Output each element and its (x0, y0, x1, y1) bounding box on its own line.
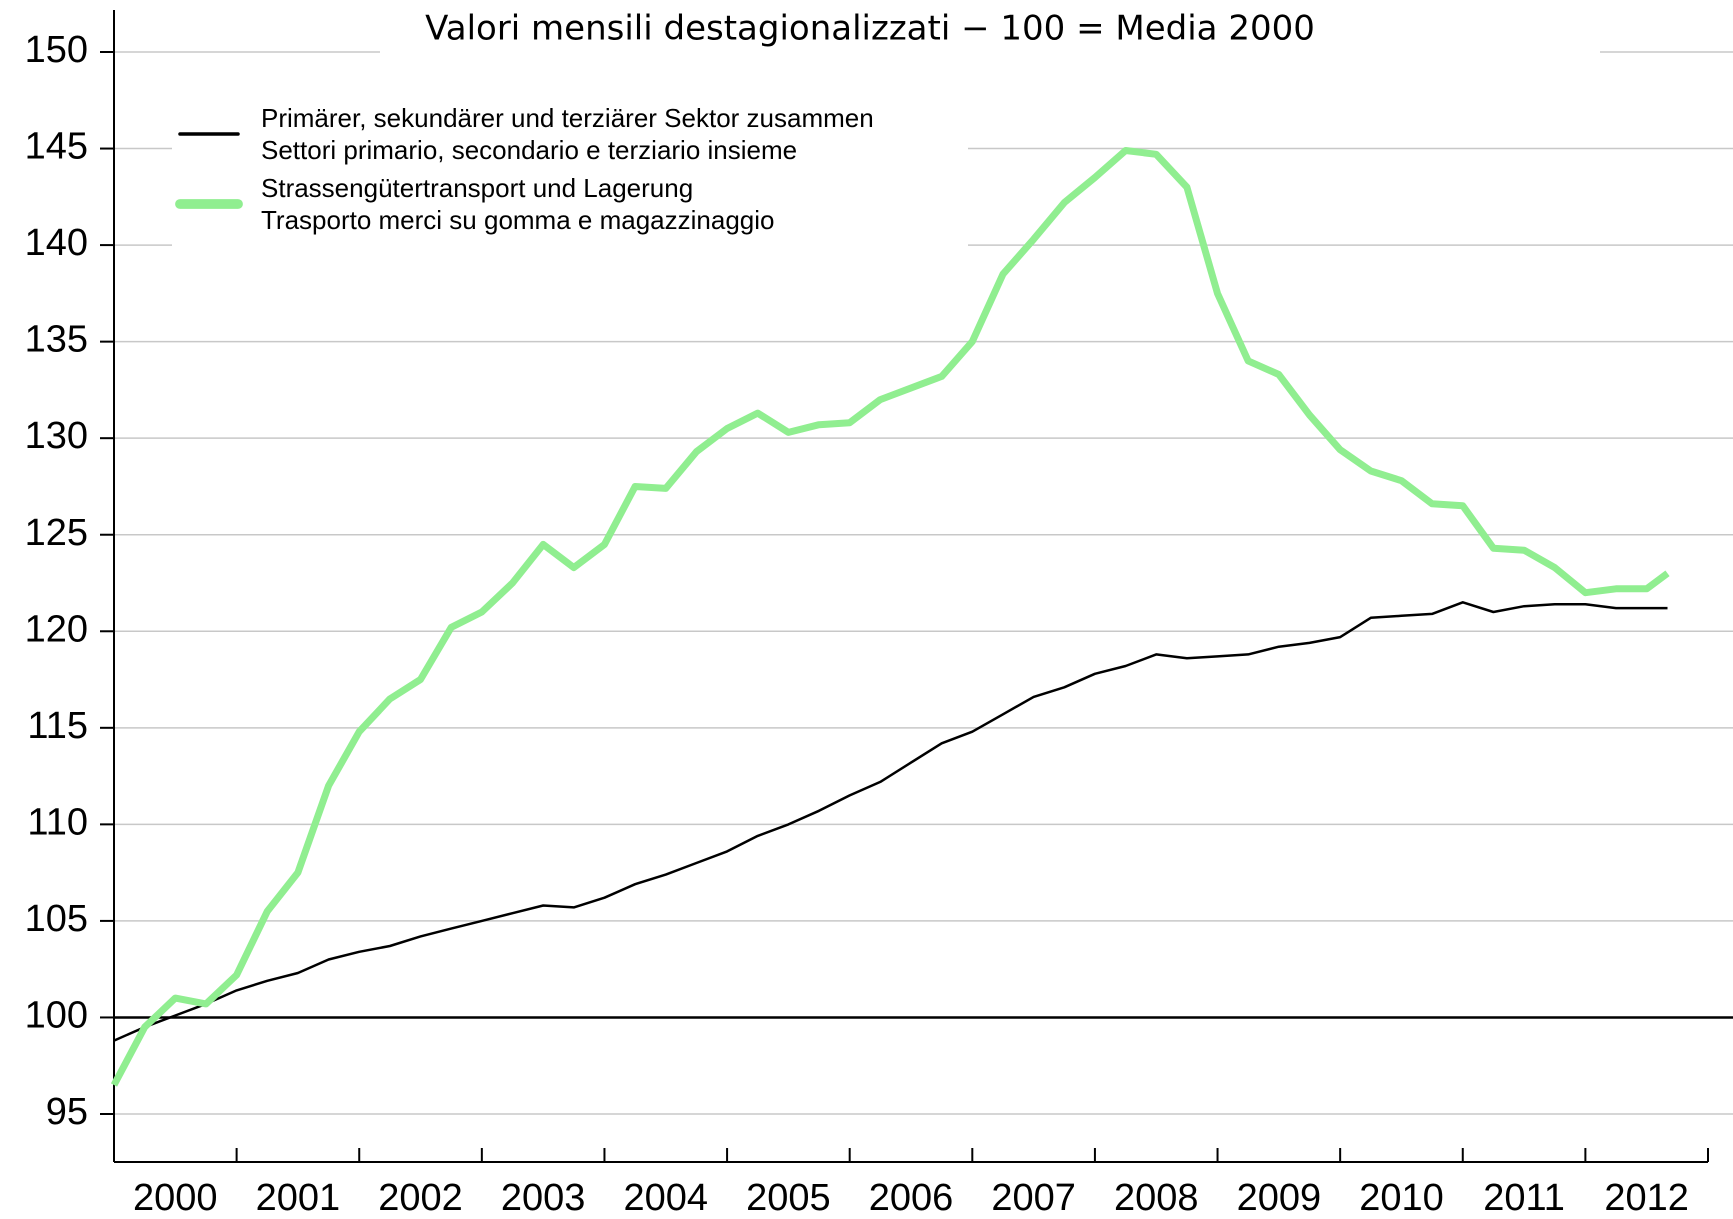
y-tick-label: 115 (27, 705, 88, 747)
x-tick-label: 2006 (869, 1177, 954, 1219)
x-tick-label: 2011 (1483, 1177, 1565, 1219)
x-tick-label: 2009 (1237, 1177, 1322, 1219)
x-tick-label: 2001 (256, 1177, 341, 1219)
y-tick-label: 130 (25, 415, 88, 457)
legend-label: Strassengütertransport und Lagerung (261, 173, 693, 203)
x-tick-label: 2002 (378, 1177, 463, 1219)
y-tick-label: 145 (25, 126, 88, 168)
x-tick-label: 2005 (746, 1177, 831, 1219)
y-tick-label: 150 (25, 29, 88, 71)
x-tick-label: 2003 (501, 1177, 586, 1219)
title-background (380, 0, 1600, 78)
x-tick-label: 2004 (623, 1177, 708, 1219)
x-tick-label: 2010 (1359, 1177, 1444, 1219)
y-tick-label: 120 (25, 608, 88, 650)
y-tick-label: 135 (25, 319, 88, 361)
legend-label: Trasporto merci su gomma e magazzinaggio (261, 205, 774, 235)
y-tick-label: 110 (27, 801, 88, 843)
x-tick-label: 2008 (1114, 1177, 1199, 1219)
x-tick-label: 2012 (1604, 1177, 1689, 1219)
legend-background (172, 95, 968, 247)
chart-subtitle: Valori mensili destagionalizzati − 100 =… (425, 9, 1315, 49)
y-tick-label: 140 (25, 222, 88, 264)
legend-label: Primärer, sekundärer und terziärer Sekto… (261, 103, 874, 133)
y-tick-label: 105 (25, 898, 88, 940)
series-line (110, 147, 1670, 1087)
legend-label: Settori primario, secondario e terziario… (261, 135, 797, 165)
y-tick-label: 95 (46, 1091, 88, 1133)
series-line (113, 601, 1668, 1042)
x-tick-label: 2000 (133, 1177, 218, 1219)
x-tick-label: 2007 (991, 1177, 1076, 1219)
y-tick-label: 125 (25, 512, 88, 554)
y-tick-label: 100 (25, 994, 88, 1036)
